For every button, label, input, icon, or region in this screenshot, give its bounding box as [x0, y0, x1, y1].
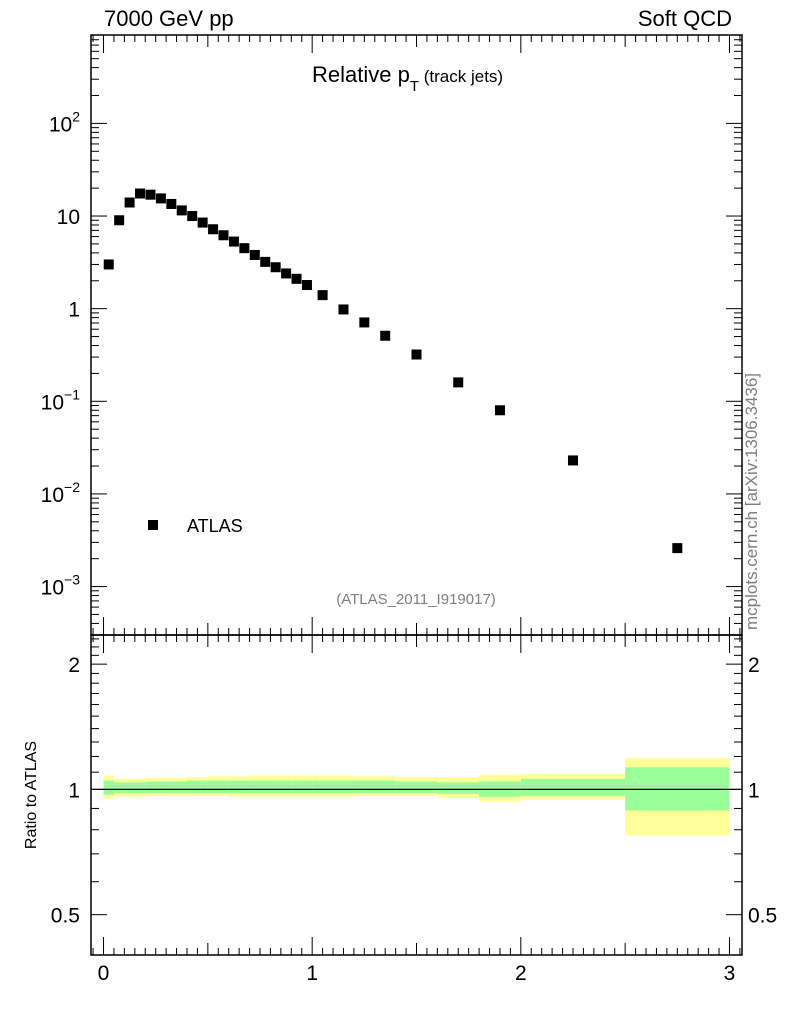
plot-title: Relative pT (track jets): [312, 62, 503, 95]
ratio-y-tick-label-left: 2: [68, 654, 80, 677]
x-tick-label: 3: [724, 962, 736, 985]
y-tick-label-base: 10: [49, 113, 72, 136]
y-tick-label: 10: [57, 206, 80, 229]
ratio-band-inner: [145, 781, 167, 794]
data-point: [380, 330, 391, 341]
ratio-band-inner: [103, 780, 114, 795]
data-point: [103, 259, 114, 270]
data-point: [176, 205, 187, 216]
x-tick-label: 1: [306, 962, 318, 985]
data-point: [411, 349, 422, 360]
y-tick-label-base: 10: [41, 577, 64, 600]
data-point: [155, 193, 166, 204]
data-point: [338, 304, 349, 315]
ratio-band-inner: [166, 781, 187, 794]
ratio-y-tick-label-right: 2: [748, 654, 760, 677]
ratio-band-inner: [113, 782, 125, 794]
data-point: [281, 268, 292, 279]
data-point: [197, 217, 208, 228]
data-point: [301, 280, 312, 291]
data-point: [260, 256, 271, 267]
ratio-y-tick-label-left: 0.5: [51, 905, 80, 928]
y-tick-label-base: 10: [41, 484, 64, 507]
x-tick-label: 0: [98, 962, 110, 985]
data-point: [218, 230, 229, 241]
ratio-band-inner: [124, 782, 146, 794]
ratio-band-inner: [291, 780, 313, 794]
data-point: [166, 198, 177, 209]
data-point: [239, 243, 250, 254]
y-tick-label-exponent: 2: [72, 108, 80, 124]
data-point: [208, 224, 219, 235]
plot-title-subscript: T: [410, 78, 419, 95]
y-tick-label: 10−2: [41, 479, 81, 507]
ratio-band-inner: [353, 780, 396, 794]
y-tick-label-exponent: −2: [64, 479, 80, 495]
y-tick-label-base: 1: [68, 299, 80, 322]
header-energy-label: 7000 GeV pp: [104, 6, 234, 31]
ratio-band-inner: [395, 781, 438, 794]
y-tick-label-exponent: −3: [64, 572, 80, 588]
data-point: [270, 262, 281, 273]
ratio-band-inner: [249, 780, 271, 794]
ratio-plot-panel: 0.5 0.5 1 1 2 2 0 1 2 3 Ratio to ATLAS: [23, 634, 777, 985]
y-tick-label-base: 10: [57, 206, 80, 229]
data-point: [494, 405, 505, 416]
ratio-band-inner: [207, 780, 229, 794]
data-point: [672, 543, 683, 554]
header-category-label: Soft QCD: [637, 6, 732, 31]
plot-title-extra: (track jets): [419, 67, 503, 86]
data-point: [317, 290, 328, 301]
y-tick-label-base: 10: [41, 391, 64, 414]
data-point: [228, 236, 239, 247]
y-tick-label: 10−1: [41, 386, 81, 414]
data-point: [359, 317, 370, 328]
plot-title-main: Relative p: [312, 62, 410, 87]
data-point: [249, 249, 260, 260]
ratio-band-inner: [270, 780, 292, 794]
ratio-y-tick-label-left: 1: [68, 779, 80, 802]
ratio-y-axis-label: Ratio to ATLAS: [23, 741, 40, 849]
legend-label: ATLAS: [187, 516, 243, 536]
y-tick-label: 102: [49, 108, 80, 136]
ratio-y-tick-label-right: 0.5: [748, 905, 777, 928]
ratio-band-inner: [437, 782, 480, 794]
ratio-band-inner: [186, 780, 208, 794]
ratio-band-inner: [520, 778, 626, 796]
data-point: [291, 273, 302, 284]
ratio-band-inner: [312, 780, 354, 794]
data-point: [567, 455, 578, 466]
ratio-y-tick-label-right: 1: [748, 779, 760, 802]
legend-marker: [148, 520, 158, 530]
x-tick-label: 2: [515, 962, 527, 985]
y-tick-label: 1: [68, 299, 80, 322]
y-tick-label-exponent: −1: [64, 386, 80, 402]
ratio-band-inner: [228, 780, 250, 794]
data-point: [187, 211, 198, 222]
data-point: [114, 215, 125, 226]
data-point: [145, 189, 156, 200]
y-tick-label: 10−3: [41, 572, 81, 600]
analysis-label: (ATLAS_2011_I919017): [336, 591, 496, 608]
data-point: [453, 377, 464, 388]
data-point: [135, 188, 146, 199]
data-point: [124, 197, 135, 208]
main-frame: [90, 34, 743, 636]
